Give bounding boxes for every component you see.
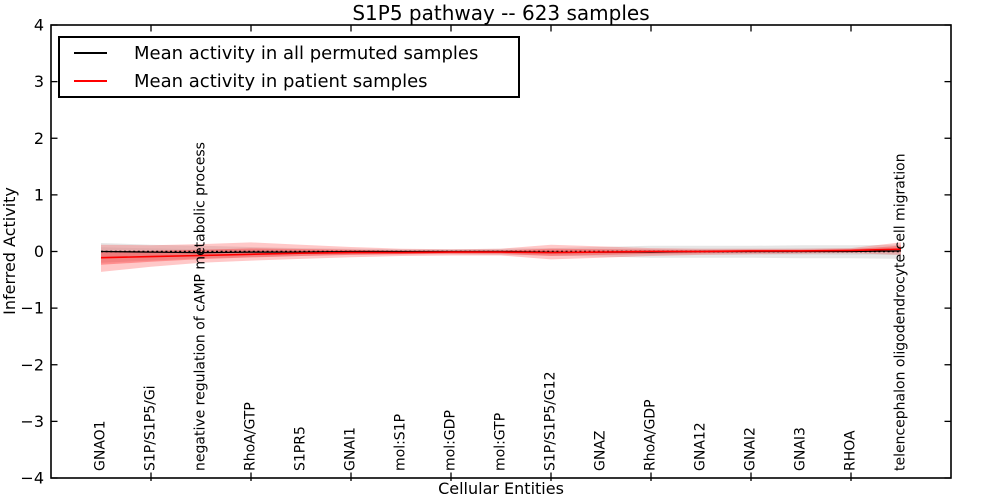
y-tick-label: 1 [34, 185, 44, 204]
patient-line-swatch [74, 80, 107, 82]
entity-label: GNAO1 [93, 420, 109, 471]
y-tick-label: 4 [34, 16, 44, 35]
y-tick-label: −1 [20, 299, 44, 318]
x-axis-label: Cellular Entities [438, 479, 564, 498]
entity-label: negative regulation of cAMP metabolic pr… [193, 142, 209, 471]
permuted-line-swatch [74, 52, 107, 54]
entity-label: S1P/S1P5/Gi [143, 385, 159, 471]
y-tick-label: 3 [34, 72, 44, 91]
legend-item-patient: Mean activity in patient samples [60, 68, 518, 94]
entity-label: mol:GTP [493, 413, 509, 471]
entity-label: telencephalon oligodendrocyte cell migra… [893, 153, 909, 471]
entity-label: RhoA/GDP [643, 399, 659, 471]
y-tick-label: 0 [34, 242, 44, 261]
y-axis-label: Inferred Activity [0, 187, 19, 315]
patient-mean-line [100, 248, 902, 259]
entity-label: RhoA/GTP [243, 402, 259, 471]
y-tick-label: −4 [20, 469, 44, 488]
entity-label: S1PR5 [293, 426, 309, 471]
entity-label: S1P/S1P5/G12 [543, 372, 559, 471]
entity-label: mol:S1P [393, 414, 409, 471]
entity-label: GNAZ [593, 431, 609, 472]
y-tick-label: −2 [20, 355, 44, 374]
patient-band-inner [101, 245, 901, 265]
chart-title: S1P5 pathway -- 623 samples [352, 1, 650, 25]
legend-label-patient: Mean activity in patient samples [134, 70, 428, 92]
y-tick-label: −3 [20, 412, 44, 431]
entity-label: mol:GDP [443, 410, 459, 471]
entity-label: GNAI1 [343, 427, 359, 471]
entity-label: GNAI2 [743, 427, 759, 471]
legend: Mean activity in all permuted samples Me… [58, 36, 520, 98]
y-tick-label: 2 [34, 129, 44, 148]
entity-label: GNA12 [693, 422, 709, 471]
legend-label-permuted: Mean activity in all permuted samples [134, 42, 479, 64]
legend-item-permuted: Mean activity in all permuted samples [60, 40, 518, 66]
entity-label: GNAI3 [793, 427, 809, 471]
patient-band-outer [101, 242, 901, 272]
entity-label: RHOA [843, 430, 859, 471]
